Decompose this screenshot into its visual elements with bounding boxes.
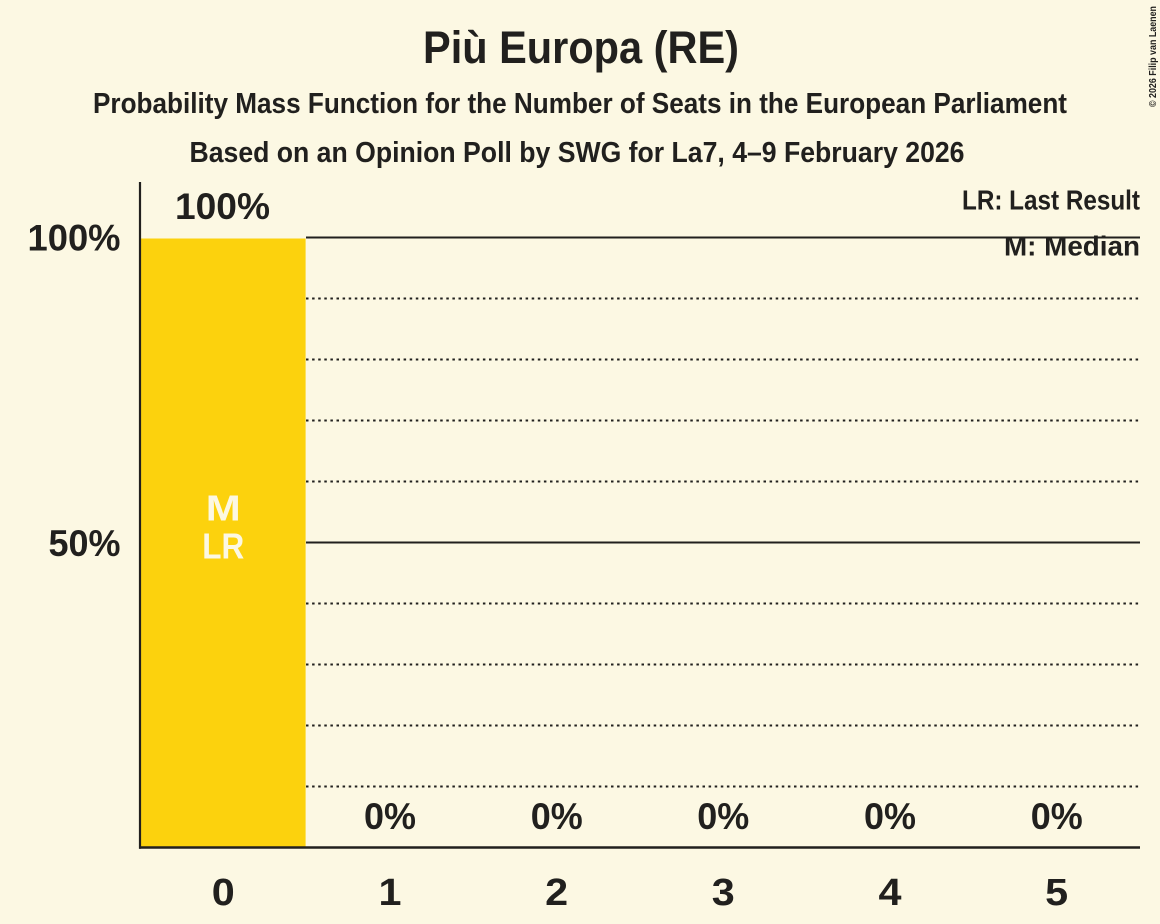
svg-text:0: 0	[212, 872, 235, 914]
svg-text:4: 4	[879, 872, 902, 914]
svg-text:LR: Last Result: LR: Last Result	[962, 185, 1140, 216]
svg-text:0%: 0%	[1031, 796, 1083, 837]
svg-text:1: 1	[379, 872, 402, 914]
svg-text:© 2026 Filip van Laenen: © 2026 Filip van Laenen	[1148, 6, 1159, 107]
svg-text:0%: 0%	[531, 796, 583, 837]
svg-text:Probability Mass Function for: Probability Mass Function for the Number…	[93, 88, 1067, 120]
svg-text:Based on an Opinion Poll by SW: Based on an Opinion Poll by SWG for La7,…	[190, 137, 965, 169]
svg-text:Più Europa (RE): Più Europa (RE)	[423, 22, 739, 73]
svg-text:0%: 0%	[364, 796, 416, 837]
svg-text:0%: 0%	[864, 796, 916, 837]
svg-text:M: M	[206, 488, 241, 529]
svg-text:5: 5	[1045, 872, 1068, 914]
svg-text:0%: 0%	[697, 796, 749, 837]
svg-text:2: 2	[545, 872, 568, 914]
svg-text:100%: 100%	[28, 218, 121, 259]
svg-text:100%: 100%	[175, 186, 270, 227]
svg-text:3: 3	[712, 872, 735, 914]
svg-text:LR: LR	[202, 526, 244, 567]
svg-text:50%: 50%	[49, 523, 121, 564]
svg-text:M: Median: M: Median	[1004, 231, 1140, 262]
